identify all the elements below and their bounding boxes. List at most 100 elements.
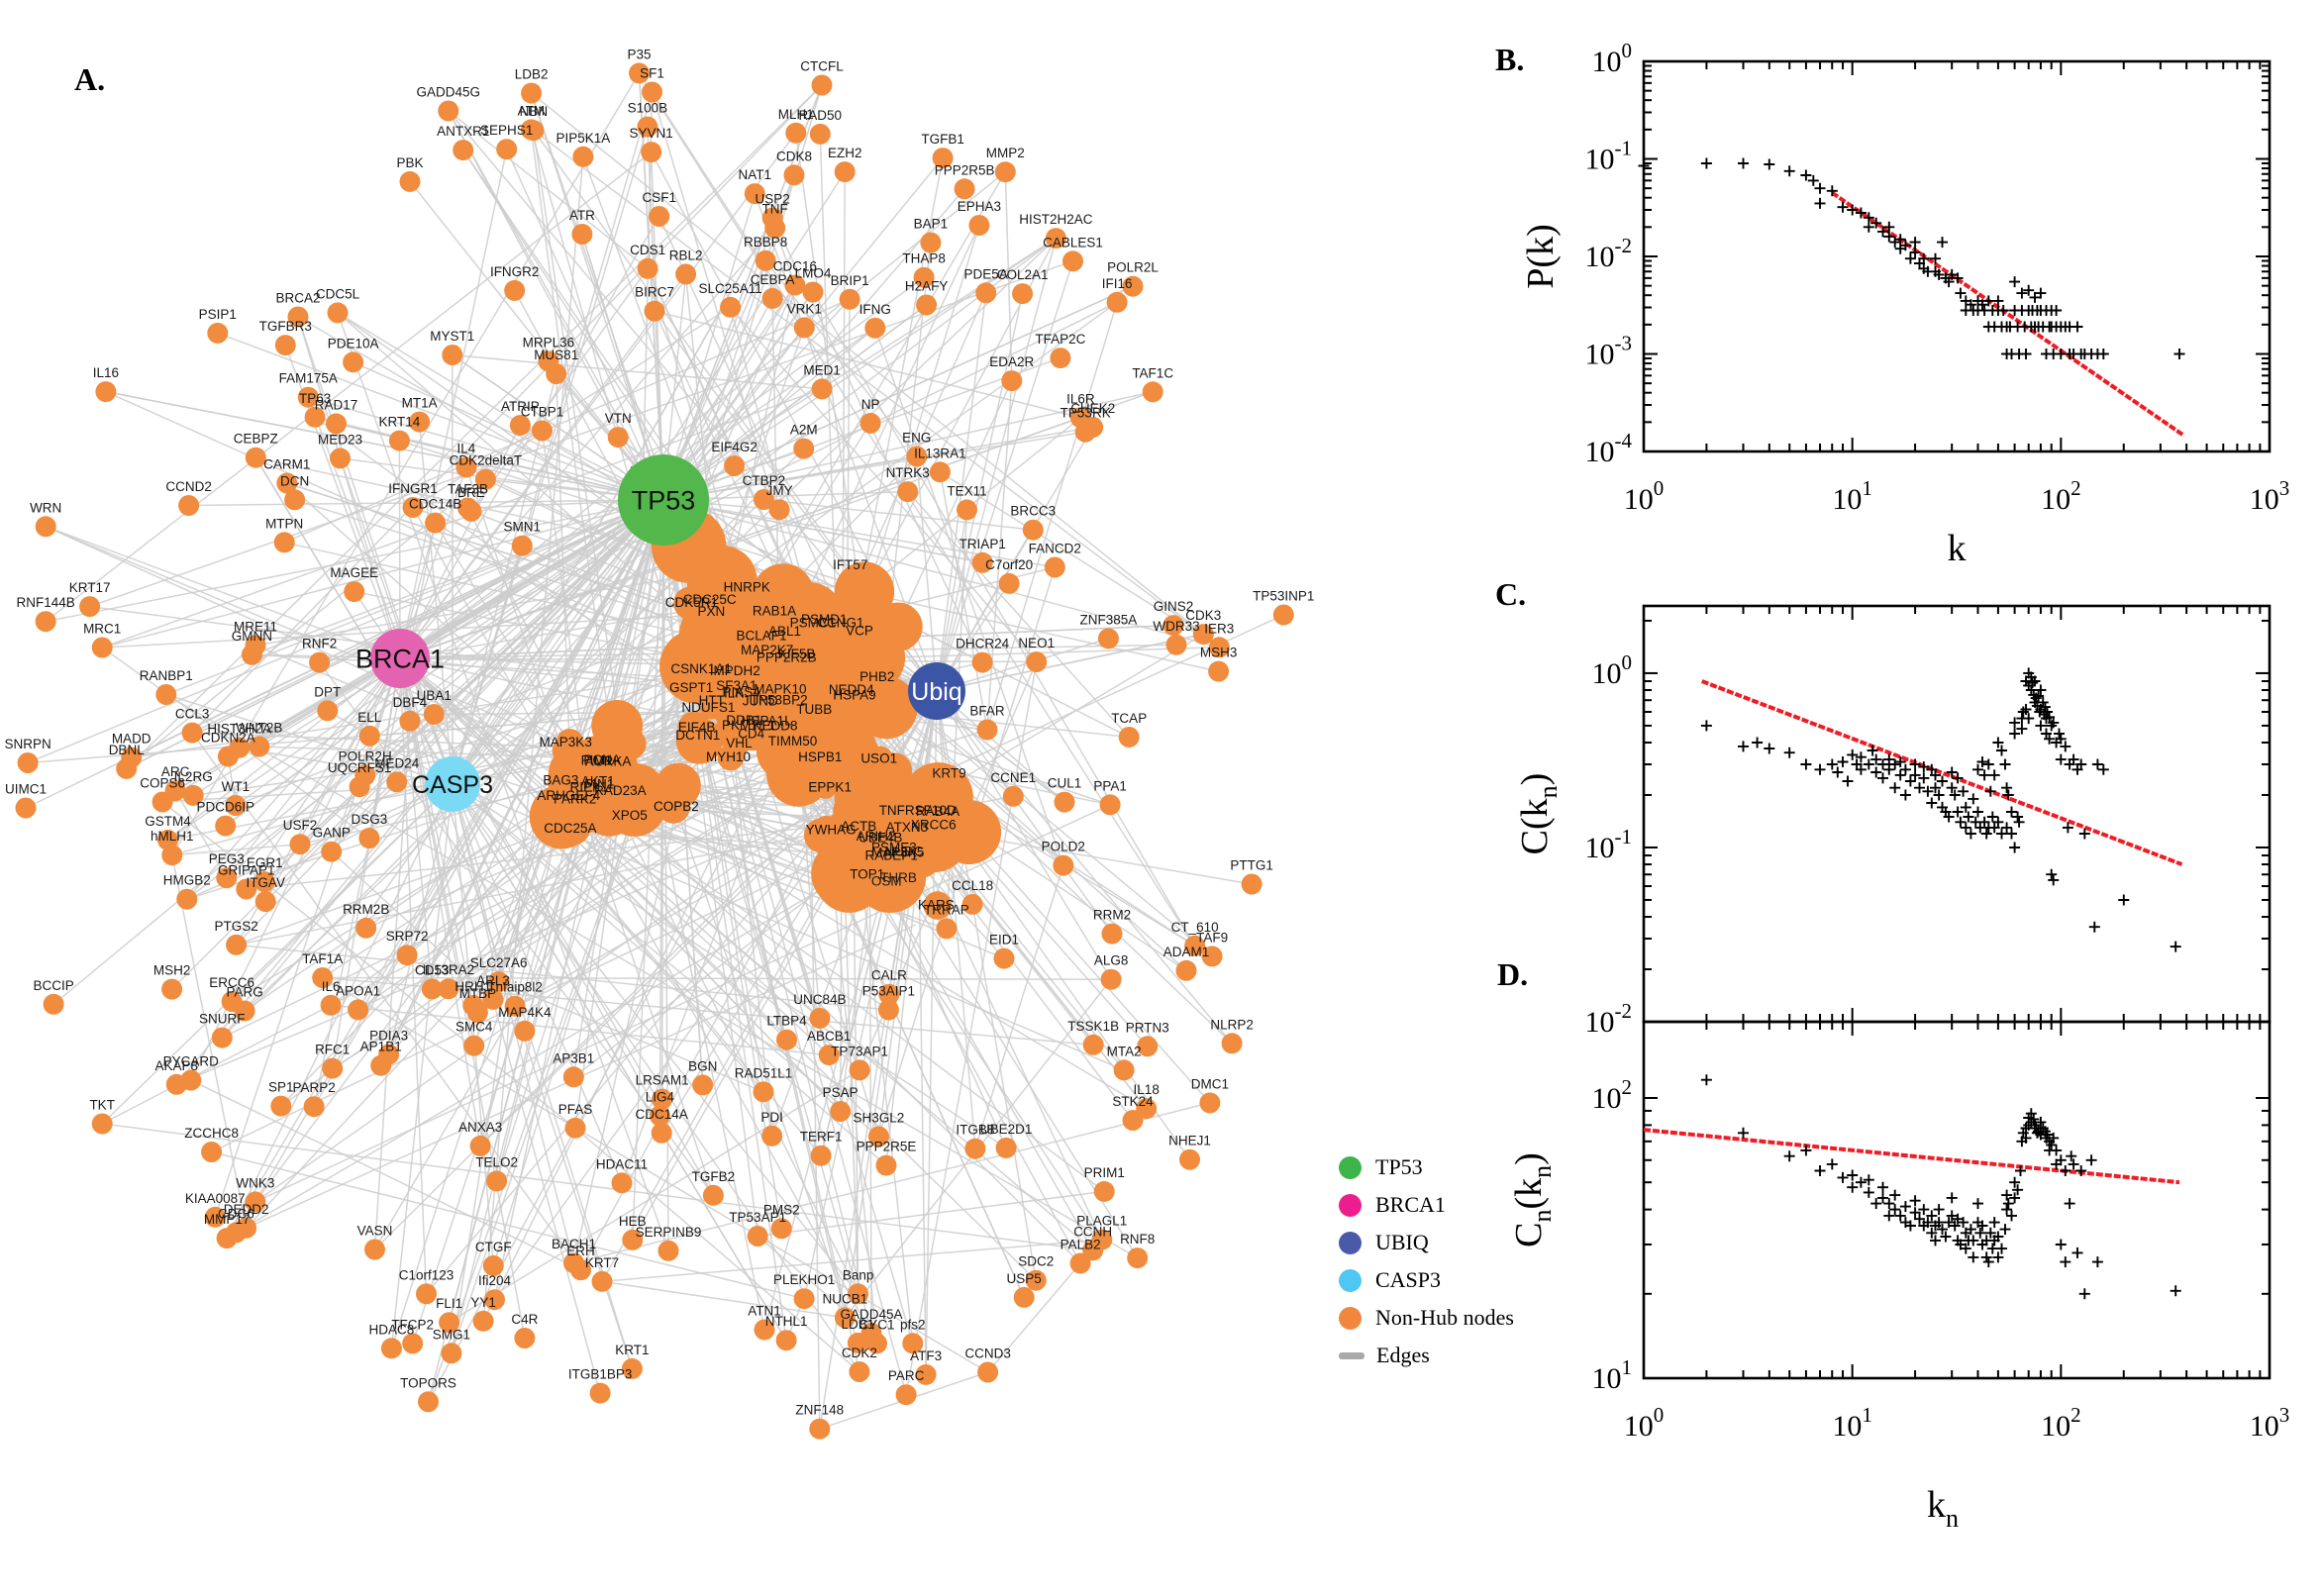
edge xyxy=(452,783,500,982)
non-hub-node xyxy=(204,1206,226,1228)
x-tick-label: 101 xyxy=(1832,476,1872,516)
node-label: LTBP4 xyxy=(766,1014,807,1029)
non-hub-node xyxy=(793,317,815,339)
node-label: CDC14B xyxy=(409,497,461,512)
node-label: ATR xyxy=(569,208,595,223)
node-label: RAD23A xyxy=(594,783,647,798)
non-hub-node xyxy=(870,666,893,689)
non-hub-node xyxy=(1082,1240,1104,1261)
hub-node-brca1 xyxy=(370,629,430,688)
network-legend: TP53 BRCA1 UBIQ CASP3 Non-Hub nodes Edge… xyxy=(1339,1148,1616,1374)
node-label: NHEJ1 xyxy=(1168,1134,1211,1148)
node-label: ITGAV xyxy=(246,875,285,890)
d-ylabel: Cn(kn) xyxy=(1508,1152,1557,1247)
non-hub-node xyxy=(1192,624,1214,646)
node-label: PPA1 xyxy=(1093,778,1127,793)
edge xyxy=(231,783,454,1003)
non-hub-node xyxy=(1127,1247,1149,1269)
edge xyxy=(601,1239,1102,1283)
node-label: GMNN xyxy=(232,629,272,644)
node-label: WNT2B xyxy=(236,721,282,736)
non-hub-node xyxy=(165,1073,187,1095)
node-label: CDC14A xyxy=(636,1107,688,1122)
non-hub-node xyxy=(35,611,56,633)
node-label: WT1 xyxy=(222,779,251,794)
edge xyxy=(662,193,757,501)
node-label: BAP1 xyxy=(914,217,949,232)
non-hub-node xyxy=(462,995,484,1016)
node-label: USO1 xyxy=(860,751,897,766)
y-tick-label: 10-3 xyxy=(1585,332,1633,371)
non-hub-node xyxy=(418,1391,439,1413)
node-label: UBE2D1 xyxy=(980,1122,1033,1137)
non-hub-node xyxy=(995,1137,1017,1158)
non-hub-node xyxy=(675,676,699,700)
non-hub-node xyxy=(1001,370,1023,392)
fit-line xyxy=(1643,1128,2180,1185)
node-label: RAD51L1 xyxy=(735,1065,793,1080)
node-label: PXN xyxy=(698,604,726,619)
edge xyxy=(226,657,401,879)
node-label: CDKN2A xyxy=(201,731,255,746)
non-hub-node xyxy=(994,161,1016,183)
node-label: ATN1 xyxy=(748,1304,781,1319)
edge xyxy=(451,826,536,1353)
node-label: VASN xyxy=(357,1224,393,1239)
non-hub-node xyxy=(834,161,856,183)
non-hub-node xyxy=(556,785,584,814)
non-hub-node xyxy=(673,586,707,620)
node-label: PYCARD xyxy=(163,1054,220,1069)
node-label: MSH3 xyxy=(1200,646,1238,660)
node-label: GSPT1 xyxy=(669,680,713,695)
node-label: SMN1 xyxy=(504,520,542,535)
edge xyxy=(399,657,1105,1192)
non-hub-node xyxy=(735,710,766,742)
edge xyxy=(246,657,401,890)
non-hub-node xyxy=(936,918,958,940)
non-hub-node xyxy=(396,945,418,966)
node-label: PTGS2 xyxy=(214,919,257,934)
edge xyxy=(662,304,928,501)
edge xyxy=(45,526,401,659)
node-label: RANBP1 xyxy=(140,668,193,683)
node-label: BRE xyxy=(457,485,485,500)
node-label: POLD2 xyxy=(1042,840,1085,854)
node-label: KRT14 xyxy=(379,415,421,430)
non-hub-node xyxy=(939,781,960,803)
node-label: UBE4B xyxy=(858,830,902,845)
node-label: AURKA xyxy=(585,754,632,769)
node-label: DSG3 xyxy=(352,812,388,827)
non-hub-node xyxy=(839,288,860,310)
non-hub-node xyxy=(343,351,364,373)
non-hub-node xyxy=(455,456,477,478)
x-tick-label: 101 xyxy=(1832,1403,1872,1443)
edge xyxy=(638,72,664,501)
non-hub-node xyxy=(768,499,790,521)
axis-ticks xyxy=(1643,60,2271,452)
non-hub-node xyxy=(1162,615,1184,637)
node-label: AKAP8 xyxy=(155,1058,199,1073)
non-hub-node xyxy=(35,516,56,538)
node-label: DCTN1 xyxy=(675,728,720,743)
node-label: PPP2R2B xyxy=(757,650,817,665)
node-label: IL13RA2 xyxy=(423,962,475,977)
non-hub-node xyxy=(1199,1092,1221,1114)
node-label: MTA2 xyxy=(1107,1044,1142,1058)
node-label: PARP2 xyxy=(292,1080,335,1095)
edge xyxy=(1004,171,1013,381)
non-hub-node xyxy=(386,771,408,793)
node-label: CEBPA xyxy=(751,272,795,287)
non-hub-node xyxy=(425,512,447,534)
node-label: TCAP xyxy=(1111,711,1147,726)
non-hub-node xyxy=(1184,935,1206,956)
non-hub-node xyxy=(800,694,831,725)
node-label: MRPL36 xyxy=(523,335,575,349)
node-label: SNRPN xyxy=(4,737,50,751)
non-hub-node xyxy=(762,594,796,628)
edge xyxy=(427,499,664,1402)
non-hub-node xyxy=(17,752,39,773)
node-label: MAP3K3 xyxy=(540,735,592,749)
non-hub-node xyxy=(878,983,900,1005)
edge xyxy=(452,783,1007,1149)
non-hub-node xyxy=(245,635,266,656)
